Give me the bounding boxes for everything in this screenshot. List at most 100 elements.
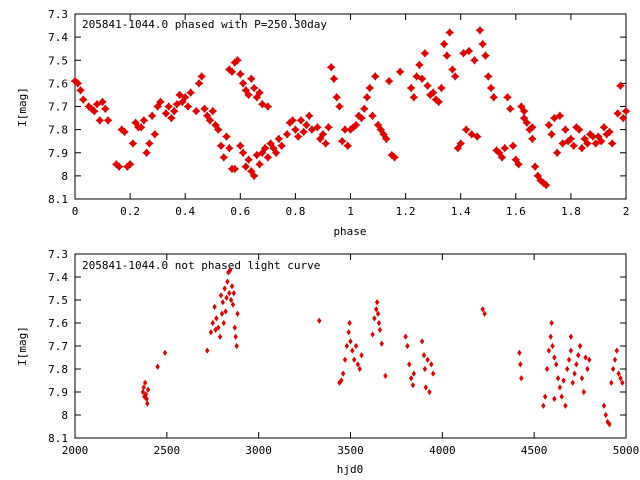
data-point [550,113,559,123]
data-point [236,141,245,151]
data-point [486,83,496,93]
data-point [472,132,482,141]
data-point [503,93,512,102]
data-point [234,342,239,350]
data-point [365,83,375,93]
data-point [569,141,578,151]
data-point [90,106,99,116]
data-point [371,72,380,81]
data-point [561,125,570,134]
data-point [383,372,388,380]
data-point [376,125,386,134]
phased-chart: 205841-1044.0 phased with P=250.30day ph… [16,8,631,238]
data-point [580,134,589,144]
data-point [210,319,215,327]
data-point [247,167,256,176]
data-point [359,352,364,359]
data-point [570,379,575,386]
data-point [282,130,292,139]
data-point [92,99,102,109]
data-point [167,113,176,123]
y-tick-label: 7.7 [48,340,68,353]
data-point [596,136,606,146]
data-point [546,347,552,354]
y-axis-label: I[mag] [16,87,29,127]
data-point [442,51,452,60]
data-point [437,83,446,93]
data-point [145,400,150,407]
data-point [518,361,523,368]
data-point [131,118,140,127]
data-point [205,347,210,354]
data-point [552,395,557,403]
data-point [423,384,428,391]
data-point [544,365,550,373]
data-point [238,79,248,88]
data-point [528,123,537,132]
data-point [218,292,224,299]
data-point [208,329,214,336]
data-point [302,120,311,130]
data-point [514,160,523,169]
y-tick-label: 7.8 [48,363,68,376]
data-point [427,388,432,396]
data-point [277,141,286,151]
data-point [376,319,382,327]
data-point [373,120,383,130]
data-point [555,375,561,382]
data-point [274,134,284,144]
data-point [79,95,88,104]
data-point [222,132,231,141]
data-point [583,354,588,361]
data-point [445,28,455,37]
x-tick-label: 1 [347,205,354,218]
data-point [172,99,182,109]
data-point [162,349,168,357]
data-point [572,370,577,377]
data-point [559,393,564,400]
data-point [156,97,165,107]
data-point [547,130,556,139]
data-point [372,315,377,322]
data-point [73,79,83,88]
data-point [164,102,174,111]
data-point [216,141,226,151]
data-point [255,88,264,97]
data-point [324,123,333,132]
data-point [481,51,490,60]
data-point [211,120,220,130]
data-point [482,310,487,317]
data-point [217,333,223,340]
data-point [475,25,485,35]
data-point [419,338,425,345]
data-point [620,379,625,386]
data-point [221,319,226,327]
data-point [153,102,162,111]
data-point [533,171,543,181]
data-point [382,134,391,144]
data-point [588,132,598,141]
data-point [409,93,419,102]
data-point [555,111,565,121]
data-points [140,266,625,428]
data-point [581,388,586,396]
data-point [429,361,434,368]
data-point [244,90,253,100]
data-point [271,148,281,158]
data-point [141,384,146,391]
data-point [577,342,583,350]
y-tick-label: 8 [61,409,68,422]
data-point [147,111,157,121]
data-point [329,74,339,84]
x-tick-label: 2000 [62,444,89,457]
data-point [299,127,308,137]
x-tick-label: 0.2 [120,205,140,218]
data-point [614,347,620,354]
data-point [549,319,554,327]
x-tick-label: 5000 [613,444,640,457]
data-point [337,136,347,146]
data-point [235,310,240,317]
data-point [241,162,251,171]
data-point [258,99,267,109]
data-point [541,180,551,190]
